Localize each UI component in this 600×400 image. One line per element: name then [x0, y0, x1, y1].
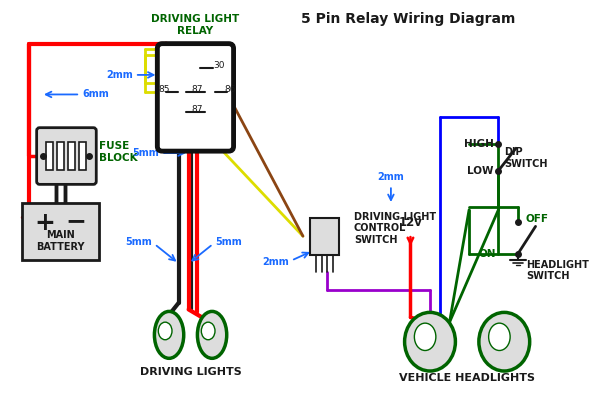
- Bar: [310, 218, 339, 255]
- Text: 2mm: 2mm: [377, 172, 404, 182]
- Text: 2mm: 2mm: [263, 256, 289, 266]
- Text: −: −: [66, 210, 87, 234]
- Bar: [79, 142, 86, 170]
- Text: HIGH: HIGH: [464, 139, 494, 149]
- Bar: [22, 203, 99, 260]
- FancyBboxPatch shape: [157, 44, 233, 151]
- Text: LOW: LOW: [467, 166, 494, 176]
- Text: DRIVING LIGHTS: DRIVING LIGHTS: [140, 367, 241, 377]
- Bar: [68, 142, 75, 170]
- Ellipse shape: [158, 322, 172, 340]
- Text: HEADLIGHT
SWITCH: HEADLIGHT SWITCH: [526, 260, 589, 281]
- Text: DIP
SWITCH: DIP SWITCH: [504, 147, 548, 169]
- Text: ON: ON: [479, 249, 496, 259]
- Text: 86: 86: [225, 85, 236, 94]
- Text: 5mm: 5mm: [126, 237, 152, 247]
- FancyBboxPatch shape: [37, 128, 96, 184]
- Ellipse shape: [202, 322, 215, 340]
- Text: 85: 85: [158, 85, 170, 94]
- Text: MAIN
BATTERY: MAIN BATTERY: [37, 230, 85, 252]
- Ellipse shape: [488, 323, 510, 350]
- Text: DRIVING LIGHT
CONTROL
SWITCH: DRIVING LIGHT CONTROL SWITCH: [354, 212, 436, 245]
- Ellipse shape: [197, 312, 227, 358]
- Text: 30: 30: [213, 61, 224, 70]
- Text: 87: 87: [191, 105, 203, 114]
- Ellipse shape: [479, 312, 530, 371]
- Text: 5mm: 5mm: [133, 148, 159, 158]
- Text: 6mm: 6mm: [82, 90, 109, 100]
- Text: +: +: [35, 212, 55, 236]
- Ellipse shape: [154, 312, 184, 358]
- Text: 12v: 12v: [398, 216, 422, 229]
- Text: 2mm: 2mm: [106, 70, 133, 80]
- Text: DRIVING LIGHT
RELAY: DRIVING LIGHT RELAY: [151, 14, 239, 36]
- Text: 87: 87: [191, 85, 203, 94]
- Text: FUSE
BLOCK: FUSE BLOCK: [99, 141, 138, 163]
- Text: 5 Pin Relay Wiring Diagram: 5 Pin Relay Wiring Diagram: [301, 12, 515, 26]
- Text: 5mm: 5mm: [215, 237, 242, 247]
- Bar: [46, 142, 53, 170]
- Ellipse shape: [404, 312, 455, 371]
- Text: VEHICLE HEADLIGHTS: VEHICLE HEADLIGHTS: [399, 373, 535, 383]
- Bar: [57, 142, 64, 170]
- Ellipse shape: [415, 323, 436, 350]
- Text: OFF: OFF: [526, 214, 549, 224]
